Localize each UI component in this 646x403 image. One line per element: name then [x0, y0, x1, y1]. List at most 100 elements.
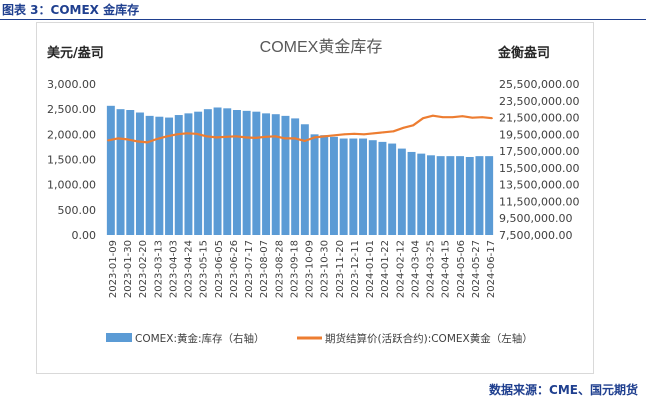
inventory-bar [349, 138, 358, 235]
inventory-bar [329, 136, 338, 235]
right-tick-label: 11,500,000.00 [499, 195, 579, 208]
price-point [294, 137, 296, 140]
price-point [215, 136, 218, 139]
inventory-bar [203, 109, 212, 235]
price-point [372, 132, 375, 135]
chart-frame [36, 22, 594, 374]
price-point [353, 132, 356, 135]
right-tick-label: 7,500,000.00 [499, 229, 572, 242]
price-point [116, 137, 119, 140]
inventory-bar [436, 156, 445, 235]
price-point [156, 137, 159, 140]
price-point [225, 135, 228, 138]
right-tick-label: 23,500,000.00 [499, 95, 579, 108]
inventory-bar [271, 114, 280, 235]
inventory-bar [213, 107, 222, 235]
inventory-bar [194, 111, 203, 235]
x-tick-label: 2023-09-18 [289, 240, 300, 298]
inventory-bar [320, 135, 329, 235]
right-tick-label: 25,500,000.00 [499, 78, 579, 91]
x-tick-label: 2024-01-22 [380, 240, 391, 298]
inventory-bar [174, 115, 183, 235]
bar-series [106, 105, 494, 235]
inventory-bar [475, 156, 484, 235]
price-point [304, 139, 306, 142]
right-tick-label: 19,500,000.00 [499, 128, 579, 141]
x-tick-label: 2024-03-25 [426, 240, 437, 298]
x-tick-label: 2024-05-06 [456, 240, 467, 298]
left-tick-label: 2,500.00 [47, 103, 96, 116]
x-tick-label: 2023-08-28 [274, 240, 285, 298]
right-tick-label: 13,500,000.00 [499, 179, 579, 192]
price-point [185, 132, 188, 135]
price-point [461, 115, 464, 118]
inventory-bar [368, 140, 377, 235]
x-tick-label: 2023-12-11 [350, 240, 361, 298]
inventory-bar [485, 156, 494, 235]
price-point [323, 135, 326, 138]
left-tick-label: 500.00 [58, 204, 97, 217]
price-point [166, 135, 168, 138]
price-point [432, 114, 434, 117]
inventory-bar [446, 156, 455, 235]
left-tick-label: 1,000.00 [47, 179, 96, 192]
price-point [451, 116, 454, 119]
price-point [274, 135, 277, 138]
price-point [284, 137, 287, 140]
figure-caption: 图表 3：COMEX 金库存 [2, 3, 140, 17]
x-tick-label: 2023-11-20 [335, 240, 346, 298]
price-point [254, 136, 257, 139]
price-point [107, 139, 109, 142]
inventory-bar [145, 115, 154, 235]
x-tick-label: 2024-01-01 [365, 240, 376, 298]
price-point [244, 136, 247, 139]
price-point [176, 133, 178, 136]
inventory-bar [126, 110, 135, 235]
price-point [205, 135, 208, 138]
price-point [363, 133, 365, 136]
x-tick-label: 2023-04-03 [168, 240, 179, 298]
left-axis-unit: 美元/盎司 [47, 45, 104, 61]
x-tick-label: 2023-08-07 [259, 240, 270, 298]
inventory-bar [155, 116, 164, 235]
inventory-bar [223, 108, 232, 235]
inventory-bar [135, 112, 144, 235]
left-tick-label: 1,500.00 [47, 154, 96, 167]
inventory-bar [184, 113, 193, 235]
price-line [107, 114, 493, 144]
legend-label-bar: COMEX:黄金:库存（右轴） [135, 332, 265, 345]
price-point [422, 117, 424, 120]
x-tick-label: 2023-10-30 [320, 240, 331, 298]
inventory-bar [106, 105, 115, 235]
right-axis-unit: 金衡盎司 [497, 45, 550, 61]
x-tick-label: 2023-04-24 [184, 240, 195, 298]
caption-rule [0, 19, 646, 20]
x-tick-label: 2024-02-12 [395, 240, 406, 298]
x-tick-label: 2023-01-30 [123, 240, 134, 298]
x-tick-label: 2023-10-09 [305, 240, 316, 298]
x-tick-label: 2023-05-15 [199, 240, 210, 298]
price-point [392, 130, 395, 133]
right-tick-label: 21,500,000.00 [499, 112, 579, 125]
inventory-bar [417, 153, 426, 235]
inventory-bar [116, 109, 125, 235]
price-point [402, 126, 405, 129]
source-note: 数据来源：CME、国元期货 [489, 383, 638, 397]
x-tick-label: 2023-06-05 [214, 240, 225, 298]
x-tick-label: 2023-01-09 [108, 240, 119, 298]
right-tick-label: 9,500,000.00 [499, 212, 572, 225]
inventory-bar [456, 156, 465, 235]
price-point [264, 135, 267, 138]
price-point [382, 131, 385, 134]
inventory-bar [242, 110, 251, 235]
chart-title: COMEX黄金库存 [260, 38, 383, 56]
price-point [136, 140, 139, 143]
axis-ticks: 0.00 500.00 1,000.00 1,500.00 2,000.00 2,500.… [47, 78, 579, 298]
x-tick-label: 2024-05-27 [471, 240, 482, 298]
price-point [126, 138, 129, 141]
x-tick-label: 2023-07-17 [244, 240, 255, 298]
price-point [333, 134, 336, 137]
x-tick-label: 2024-06-17 [486, 240, 497, 298]
price-point [491, 117, 493, 120]
